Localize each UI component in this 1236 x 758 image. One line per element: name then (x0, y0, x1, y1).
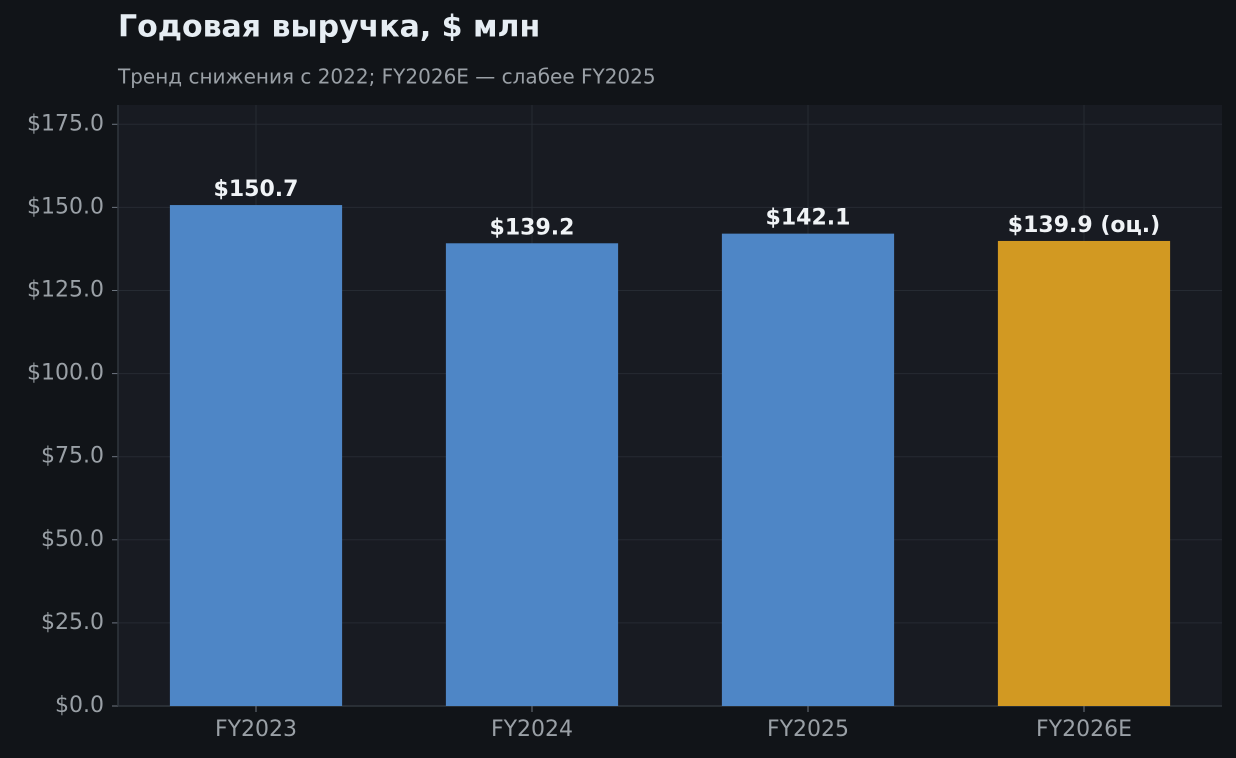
y-tick-label: $175.0 (27, 111, 104, 136)
bar (445, 243, 619, 706)
x-tick-label: FY2023 (215, 717, 297, 742)
chart-title: Годовая выручка, $ млн (118, 10, 540, 45)
y-tick-label: $125.0 (27, 277, 104, 302)
bar (721, 233, 895, 706)
y-tick-label: $0.0 (55, 693, 104, 718)
x-tick-label: FY2026E (1036, 717, 1132, 742)
y-tick-label: $75.0 (41, 444, 104, 469)
y-tick-label: $150.0 (27, 194, 104, 219)
bar (997, 240, 1171, 706)
x-tick-label: FY2024 (491, 717, 573, 742)
chart-subtitle: Тренд снижения с 2022; FY2026E — слабее … (117, 65, 656, 89)
y-tick-label: $50.0 (41, 527, 104, 552)
value-label: $139.2 (490, 215, 575, 240)
value-label: $150.7 (214, 177, 299, 202)
value-label: $142.1 (766, 206, 851, 231)
value-label: $139.9 (оц.) (1008, 213, 1160, 238)
x-tick-label: FY2025 (767, 717, 849, 742)
y-tick-label: $25.0 (41, 610, 104, 635)
y-tick-label: $100.0 (27, 361, 104, 386)
bar (169, 205, 343, 707)
